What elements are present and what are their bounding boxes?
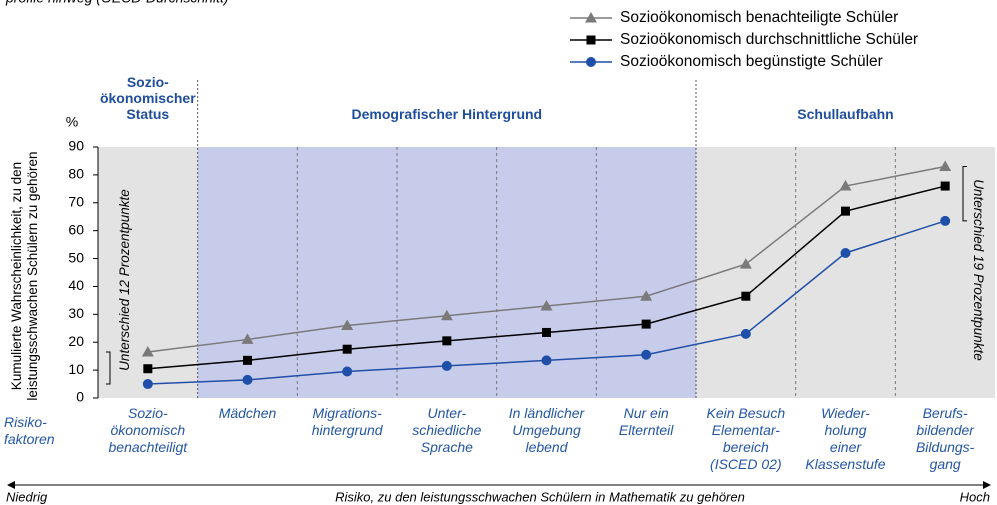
point	[840, 247, 851, 258]
point	[540, 299, 553, 311]
group-header: Schullaufbahn	[797, 106, 894, 122]
group-header: Sozio- ökonomischer Status	[99, 74, 196, 122]
x-tick-label: Mädchen	[218, 405, 277, 421]
legend-marker	[586, 35, 596, 45]
point	[839, 180, 852, 191]
y-tick-label: 80	[68, 166, 84, 182]
y-tick-label: 20	[68, 333, 84, 349]
point	[939, 160, 952, 172]
legend-marker	[586, 57, 596, 67]
y-tick-label: 10	[68, 361, 84, 377]
x-axis-label: Risiko, zu den leistungsschwachen Schüle…	[335, 489, 745, 504]
x-tick-label: In ländlicher Umgebung lebend	[508, 405, 585, 455]
y-tick-label: 70	[68, 193, 84, 209]
point	[940, 181, 950, 191]
x-tick-label: Unter- schiedliche Sprache	[412, 405, 482, 455]
point	[542, 327, 551, 337]
x-tick-label: Wieder- holung einer Klassenstufe	[805, 405, 886, 472]
annotation: Unterschied 12 Prozentpunkte	[117, 189, 132, 371]
x-low: Niedrig	[6, 489, 48, 504]
legend-label: Sozioökonomisch durchschnittliche Schüle…	[620, 31, 918, 48]
point	[242, 374, 253, 385]
bracket	[962, 166, 967, 222]
bracket	[106, 351, 111, 385]
row-label: Risiko- faktoren	[4, 414, 55, 447]
point	[442, 336, 452, 346]
point	[342, 366, 353, 377]
point	[740, 328, 751, 339]
legend-label: Sozioökonomisch begünstigte Schüler	[620, 53, 883, 70]
point	[141, 345, 154, 357]
y-unit: %	[66, 114, 78, 130]
group-background	[197, 147, 696, 398]
point	[341, 319, 354, 330]
point	[342, 344, 352, 354]
legend-label: Sozioökonomisch benachteiligte Schüler	[620, 9, 898, 26]
point	[440, 309, 453, 321]
point	[142, 379, 153, 390]
y-tick-label: 90	[68, 138, 84, 154]
point	[243, 355, 252, 365]
legend-marker	[585, 12, 597, 23]
y-tick-label: 50	[68, 249, 84, 265]
point	[940, 215, 951, 226]
annotation: Unterschied 19 Prozentpunkte	[971, 179, 986, 361]
x-tick-label: Berufs- bildender Bildungs- gang	[915, 405, 975, 472]
point	[143, 364, 153, 374]
y-tick-label: 0	[76, 389, 84, 405]
point	[641, 349, 652, 360]
x-tick-label: Migrations- hintergrund	[311, 405, 383, 438]
top-note: profile hinweg (OECD-Durchschnitt)	[5, 0, 229, 6]
x-tick-label: Sozio- ökonomisch benachteiligt	[108, 405, 188, 455]
y-tick-label: 60	[68, 221, 84, 237]
y-axis-label: Kumulierte Wahrscheinlichkeit, zu den le…	[9, 151, 40, 401]
x-high: Hoch	[960, 489, 990, 504]
point	[841, 206, 850, 216]
point	[739, 258, 752, 269]
x-tick-label: Nur ein Elternteil	[618, 405, 674, 438]
group-header: Demografischer Hintergrund	[351, 106, 543, 122]
y-tick-label: 40	[68, 277, 84, 293]
y-tick-label: 30	[68, 305, 84, 321]
point	[741, 291, 751, 301]
point	[640, 290, 653, 301]
x-tick-label: Kein Besuch Elementar- bereich (ISCED 02…	[706, 405, 786, 472]
point	[441, 360, 452, 371]
point	[241, 333, 254, 344]
point	[641, 319, 651, 329]
point	[541, 355, 552, 366]
